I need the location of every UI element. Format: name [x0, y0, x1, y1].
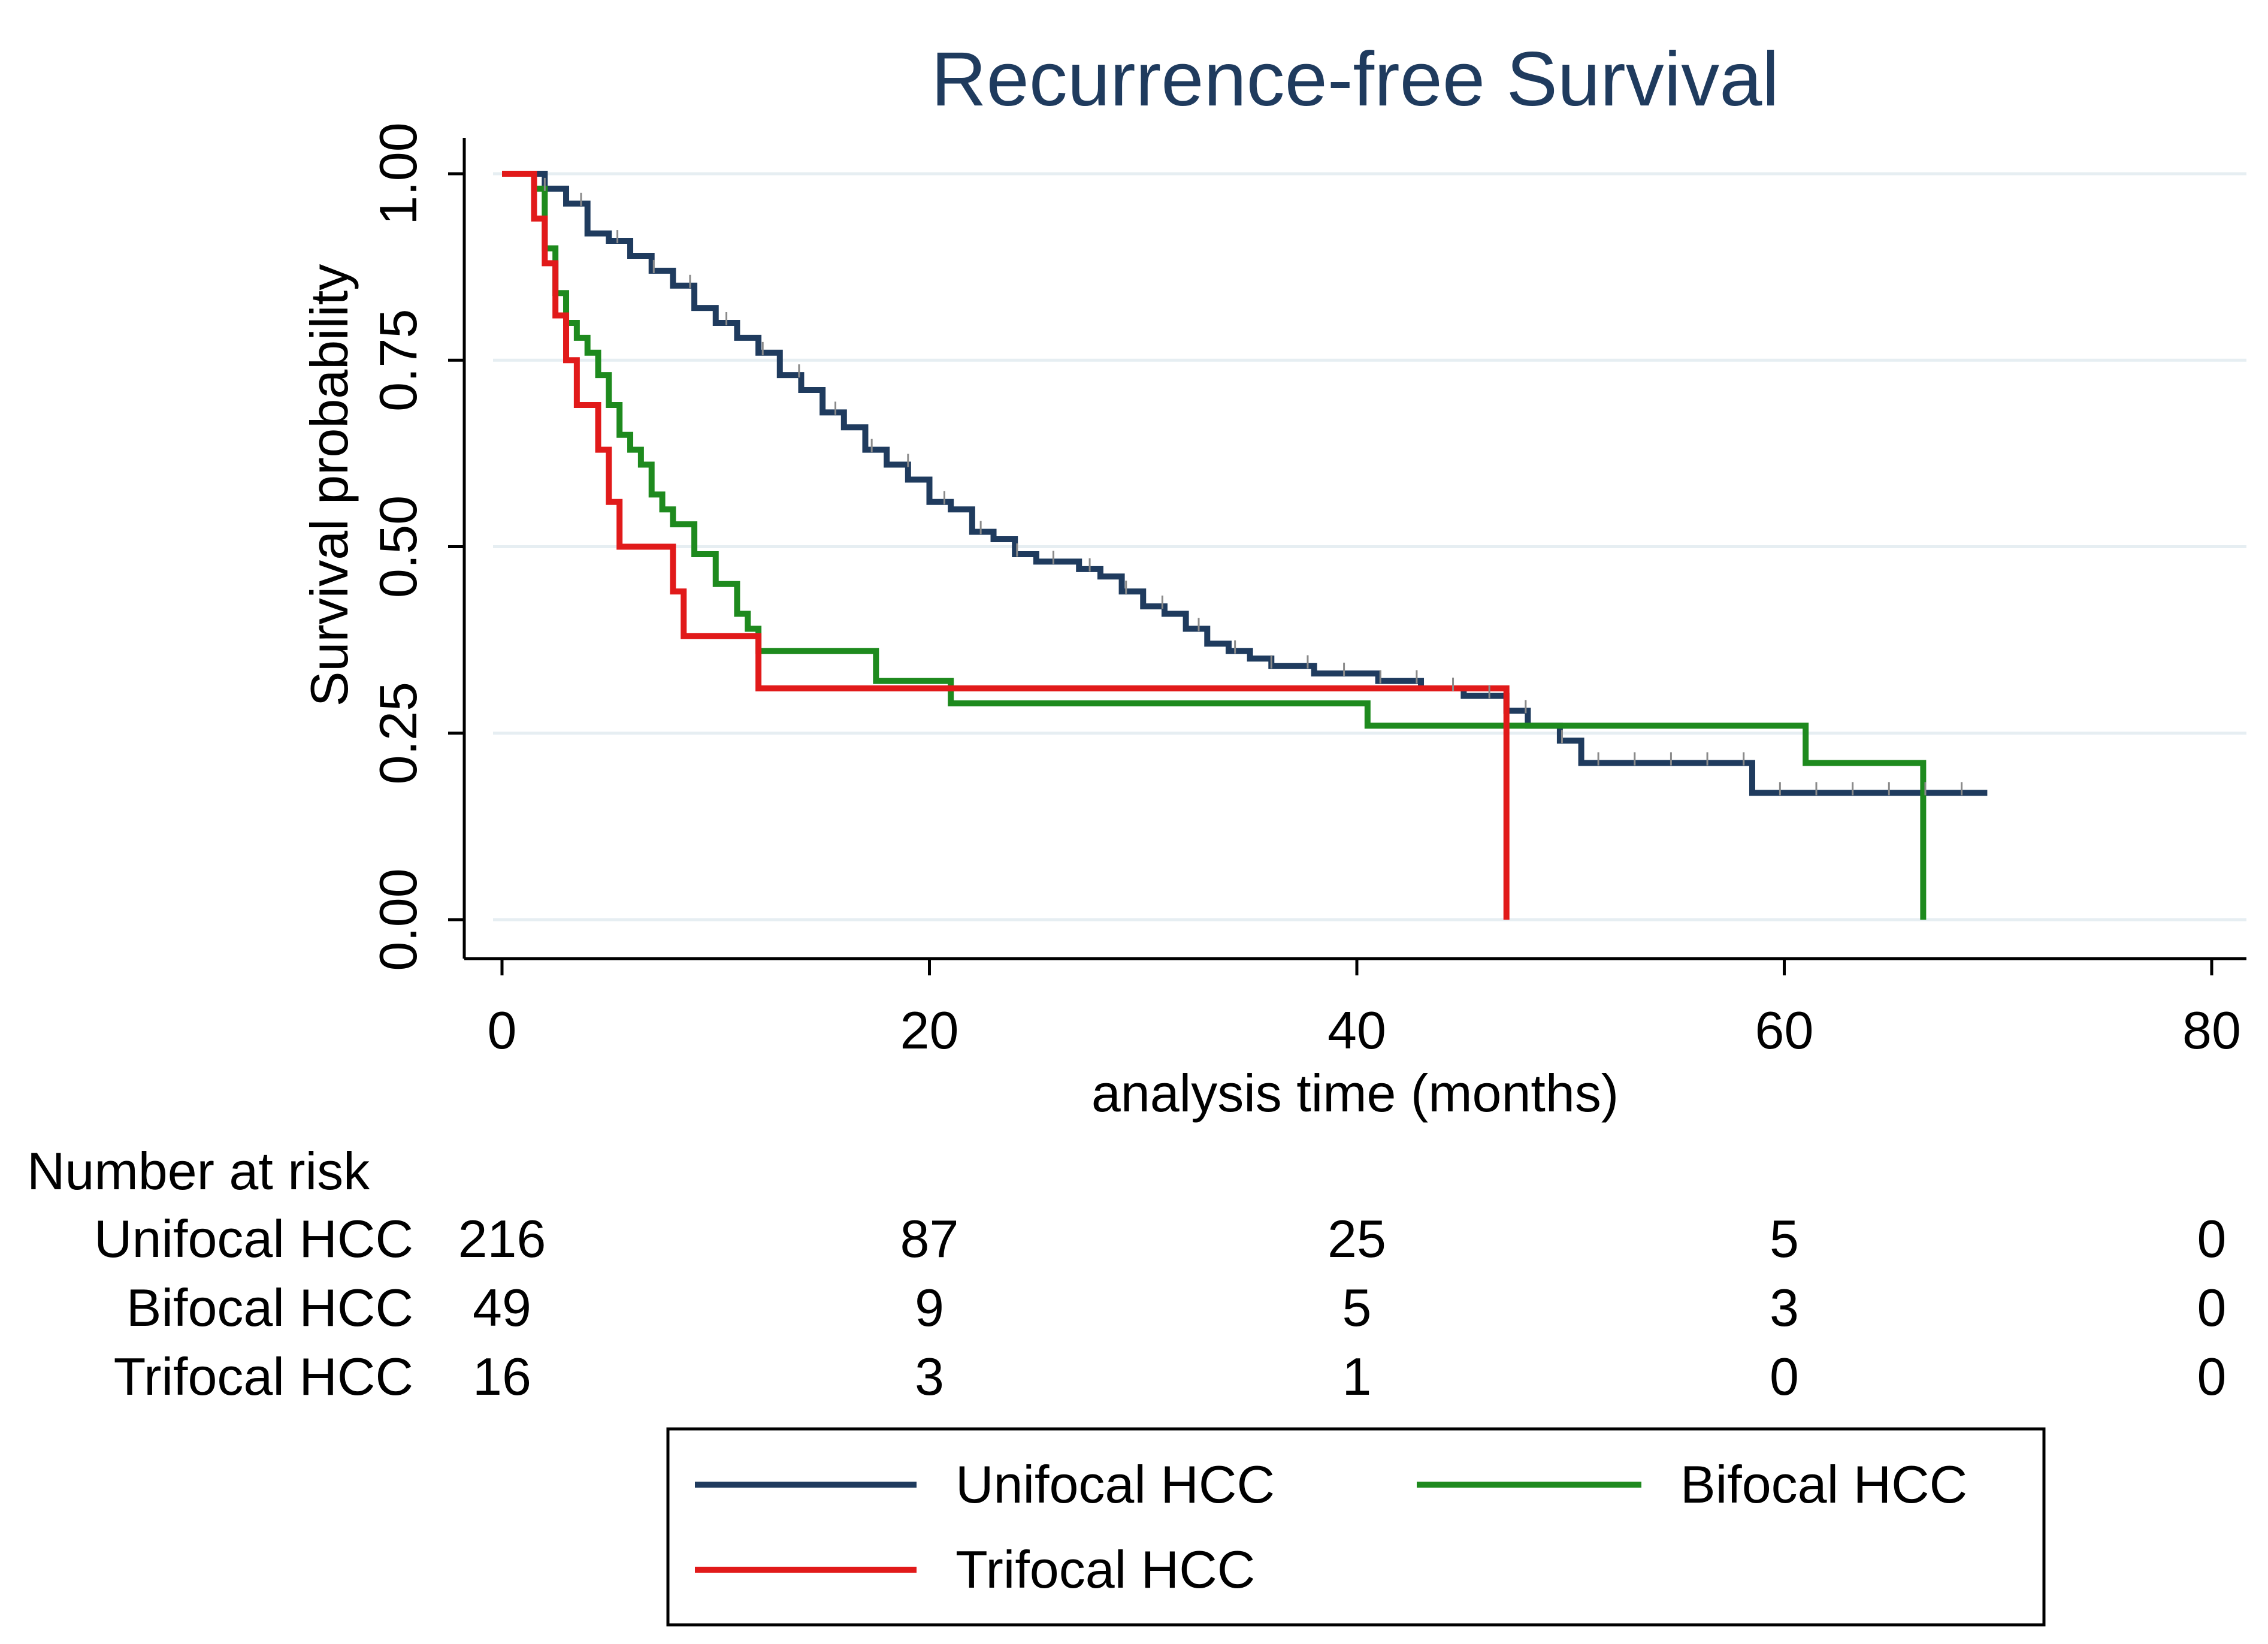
y-tick-label: 1.00	[368, 122, 428, 225]
y-tick-label: 0.50	[368, 495, 428, 598]
x-tick-label: 80	[2182, 1001, 2241, 1060]
risk-table-title: Number at risk	[27, 1141, 370, 1201]
y-tick-label: 0.00	[368, 868, 428, 971]
risk-count: 5	[1770, 1209, 1799, 1268]
x-tick-label: 60	[1755, 1001, 1814, 1060]
risk-count: 1	[1342, 1347, 1372, 1406]
x-ticks: 0 20 40 60 80	[488, 959, 2241, 1060]
risk-row-label: Bifocal HCC	[126, 1278, 413, 1337]
risk-count: 0	[2197, 1347, 2227, 1406]
legend: Unifocal HCC Bifocal HCC Trifocal HCC	[666, 1427, 2046, 1627]
grid-lines	[493, 172, 2246, 921]
risk-count: 49	[473, 1278, 531, 1337]
legend-label-bifocal: Bifocal HCC	[1680, 1455, 1967, 1514]
risk-count: 0	[2197, 1209, 2227, 1268]
legend-label-unifocal: Unifocal HCC	[955, 1455, 1275, 1514]
risk-row-label: Unifocal HCC	[94, 1209, 413, 1268]
y-ticks: 0.00 0.25 0.50 0.75 1.00	[368, 122, 464, 971]
series-line-unifocal	[502, 171, 1988, 796]
series-line-trifocal	[502, 171, 1510, 920]
risk-count: 0	[2197, 1278, 2227, 1337]
x-axis-label: analysis time (months)	[1091, 1063, 1619, 1123]
x-tick-label: 0	[488, 1001, 517, 1060]
risk-count: 216	[458, 1209, 546, 1268]
x-tick-label: 20	[900, 1001, 959, 1060]
censor-marks	[543, 177, 1963, 796]
risk-count: 87	[900, 1209, 959, 1268]
risk-count: 3	[915, 1347, 944, 1406]
y-tick-label: 0.25	[368, 682, 428, 784]
legend-box	[666, 1427, 2046, 1627]
risk-count: 16	[473, 1347, 531, 1406]
y-tick-label: 0.75	[368, 309, 428, 412]
risk-count: 9	[915, 1278, 944, 1337]
risk-count: 25	[1327, 1209, 1386, 1268]
chart-title: Recurrence-free Survival	[931, 37, 1779, 122]
risk-count: 5	[1342, 1278, 1372, 1337]
x-tick-label: 40	[1327, 1001, 1386, 1060]
y-axis-label: Survival probability	[300, 264, 359, 707]
risk-count: 3	[1770, 1278, 1799, 1337]
risk-count: 0	[1770, 1347, 1799, 1406]
risk-row-label: Trifocal HCC	[114, 1347, 413, 1406]
series-line-bifocal	[502, 171, 1927, 920]
survival-curves	[502, 171, 1988, 920]
risk-table: Unifocal HCC 216 87 25 5 0 Bifocal HCC 49 9 5 3 0 Tr…	[94, 1209, 2227, 1406]
legend-label-trifocal: Trifocal HCC	[955, 1540, 1255, 1599]
